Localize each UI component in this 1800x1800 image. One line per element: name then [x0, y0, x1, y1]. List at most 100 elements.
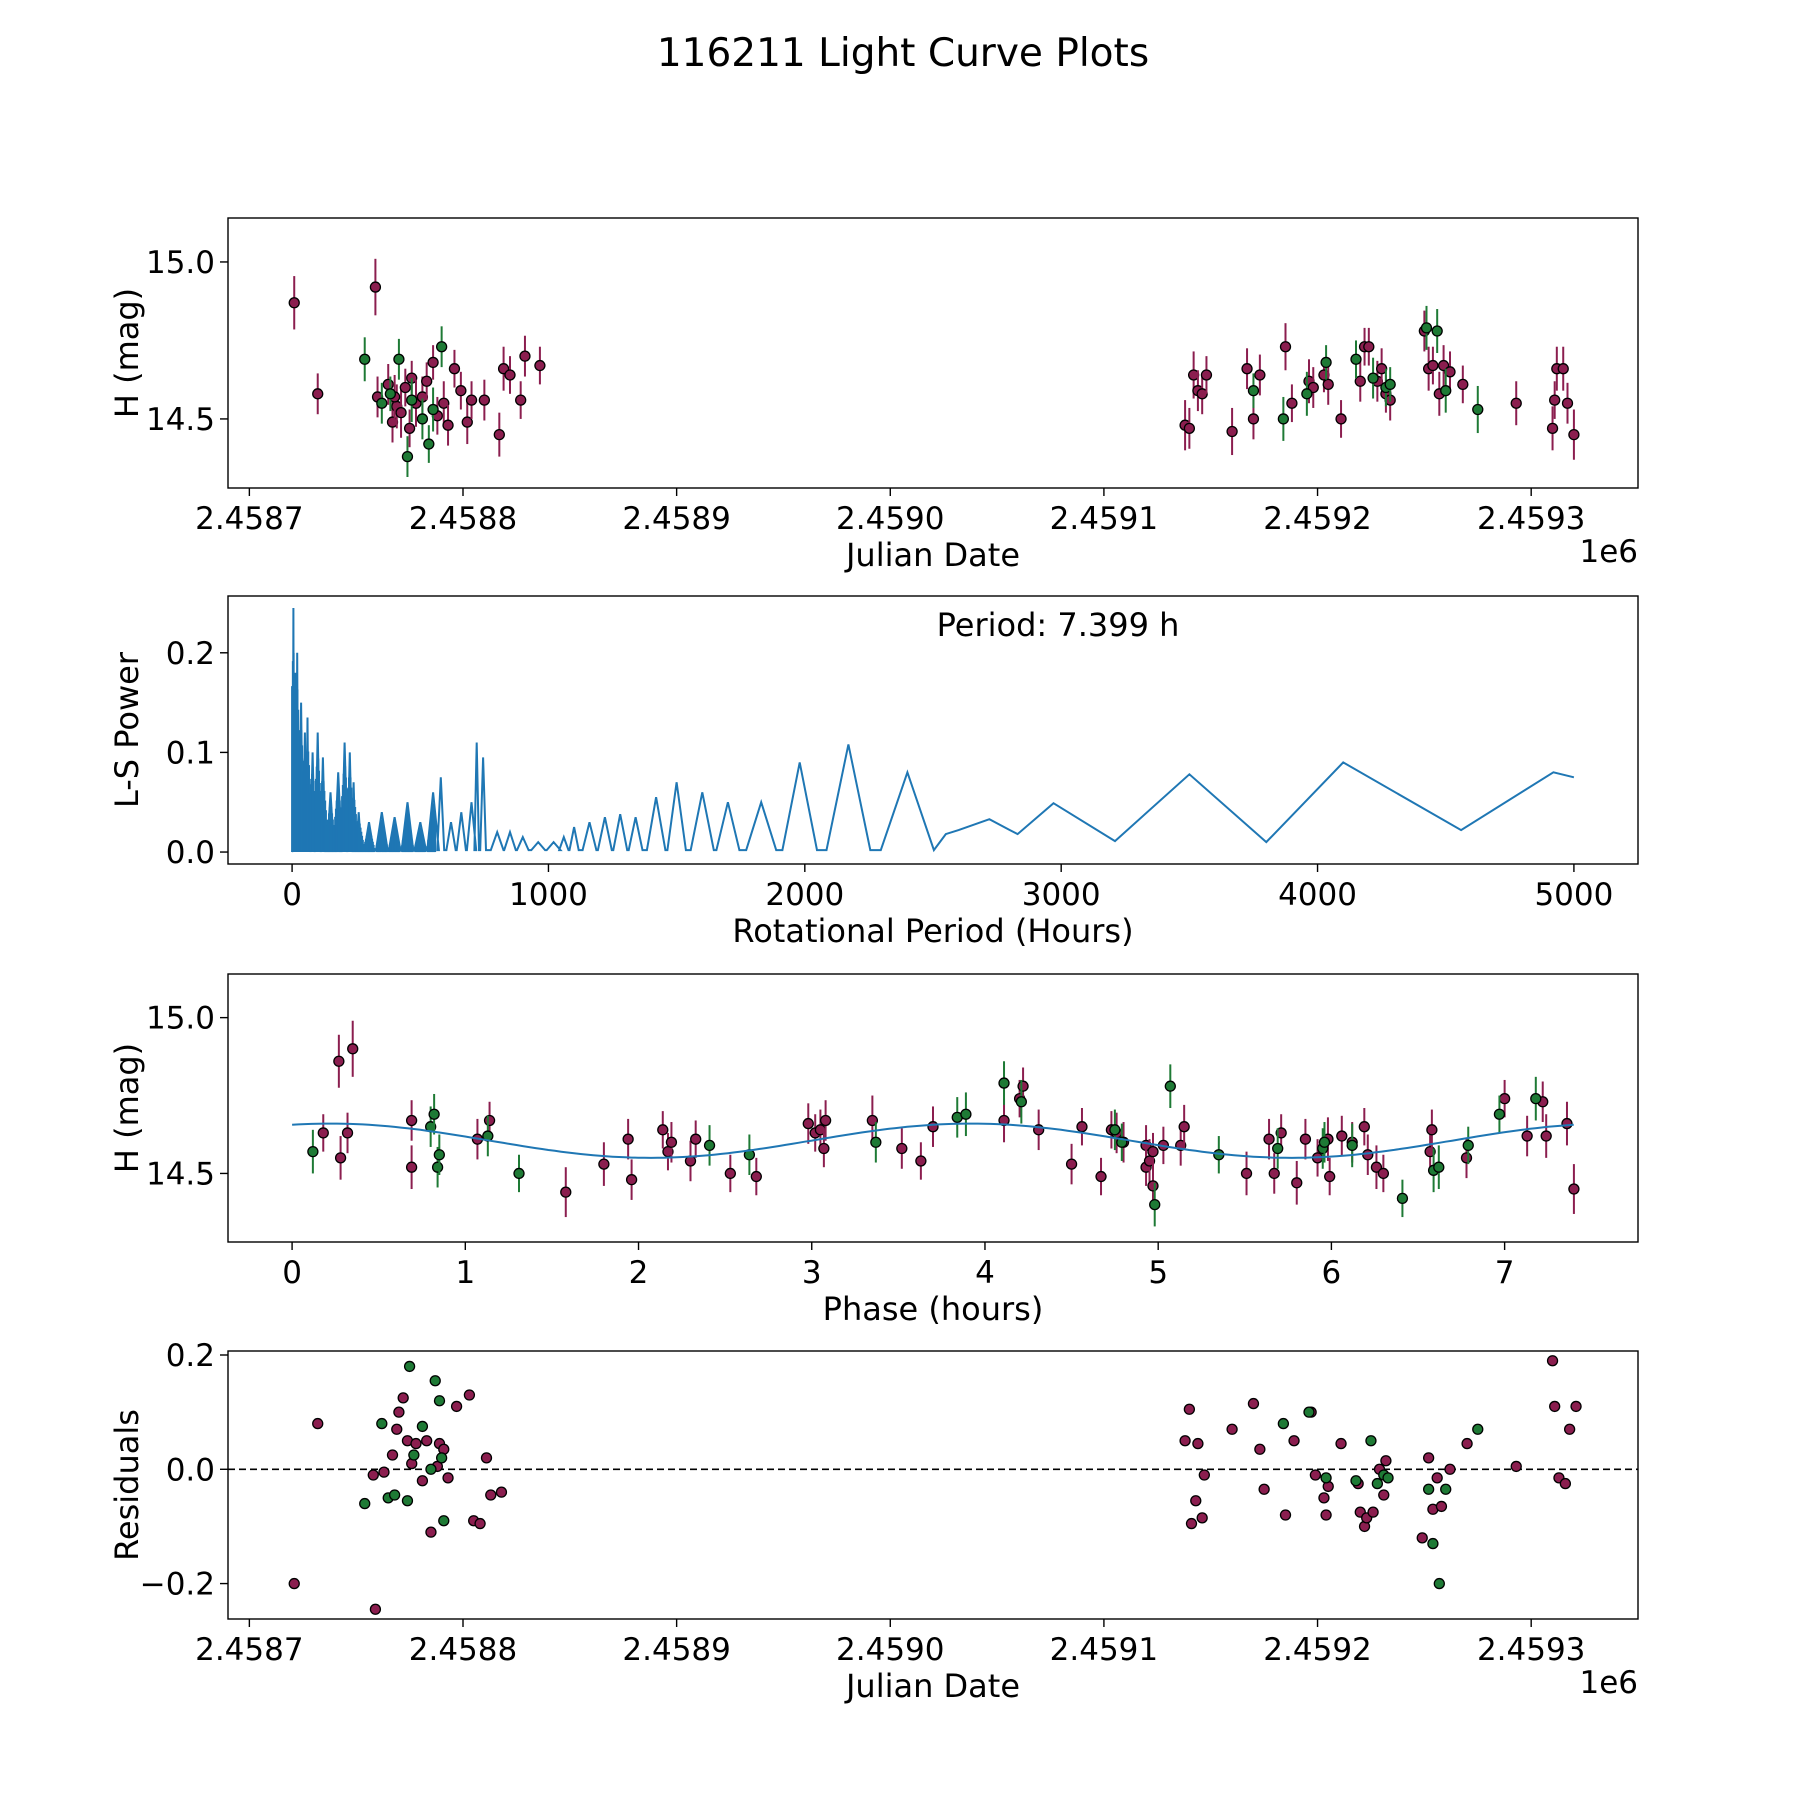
phased-point-g: [1462, 1139, 1474, 1152]
lightcurve-point-r: [288, 297, 300, 309]
lightcurve-ytick-label: 14.5: [146, 402, 215, 438]
residuals-ytick-label: 0.2: [166, 1338, 215, 1374]
residuals-point-g: [435, 1452, 448, 1464]
phased-point-g: [703, 1139, 716, 1152]
phased-point-r: [1240, 1167, 1253, 1180]
lightcurve-xtick-label: 2.4592: [1263, 501, 1371, 537]
residuals-point-g: [1382, 1472, 1394, 1484]
residuals-point-g: [1365, 1435, 1377, 1447]
phased-xlabel: Phase (hours): [823, 1290, 1044, 1328]
residuals-xlabel: Julian Date: [844, 1667, 1020, 1705]
periodogram-xtick-label: 3000: [1022, 877, 1101, 913]
phased-xtick-label: 7: [1495, 1255, 1515, 1291]
lightcurve-point-r: [427, 356, 439, 369]
phased-point-g: [1149, 1198, 1161, 1211]
phased-point-g: [433, 1149, 445, 1161]
phased-point-r: [1460, 1152, 1473, 1164]
phased-point-r: [1336, 1130, 1348, 1142]
lightcurve-point-g: [393, 353, 405, 365]
residuals-point-g: [1277, 1417, 1290, 1430]
lightcurve-point-g: [1350, 353, 1362, 365]
residuals-point-r: [410, 1437, 422, 1450]
residuals-point-r: [386, 1449, 399, 1461]
residuals-point-r: [288, 1577, 300, 1590]
lightcurve-point-r: [382, 378, 394, 391]
residuals-point-r: [1367, 1506, 1379, 1518]
lightcurve-point-r: [1546, 422, 1559, 434]
phased-point-r: [1540, 1130, 1552, 1142]
residuals-point-r: [1549, 1400, 1561, 1413]
lightcurve-point-r: [1557, 363, 1569, 375]
phased-point-r: [1147, 1145, 1159, 1158]
lightcurve-point-r: [504, 369, 516, 381]
phased-point-r: [622, 1133, 634, 1145]
lightcurve-point-r: [519, 350, 531, 362]
phased-point-r: [1362, 1149, 1374, 1161]
phased-point-r: [1498, 1093, 1511, 1105]
residuals-point-r: [393, 1406, 405, 1418]
phased-point-g: [1272, 1142, 1284, 1155]
lightcurve-point-r: [1322, 378, 1334, 391]
phased-point-g: [431, 1161, 444, 1173]
phased-point-r: [1561, 1117, 1573, 1130]
phased-point-r: [598, 1158, 610, 1170]
residuals-xtick-label: 2.4588: [409, 1632, 517, 1668]
phased-point-r: [347, 1043, 359, 1055]
lightcurve-point-r: [1427, 359, 1439, 372]
lightcurve-point-g: [1420, 322, 1433, 334]
phased-point-r: [1017, 1080, 1029, 1092]
residuals-point-r: [391, 1423, 403, 1435]
residuals-point-g: [429, 1375, 441, 1387]
residuals-point-r: [1563, 1423, 1576, 1435]
lightcurve-point-r: [1457, 378, 1469, 391]
residuals-point-r: [1288, 1435, 1300, 1447]
lightcurve-point-g: [416, 413, 429, 425]
residuals-point-g: [1440, 1483, 1452, 1495]
residuals-point-r: [1198, 1469, 1210, 1481]
lightcurve-point-g: [359, 353, 371, 365]
phased-point-r: [819, 1114, 832, 1127]
panels: 2.4587 2.4588 2.4589 2.4590 2.4591 2.4592 2.45…: [108, 217, 1639, 1705]
residuals-point-r: [369, 1603, 382, 1615]
lightcurve-point-r: [455, 385, 467, 397]
residuals-point-r: [1192, 1437, 1204, 1450]
residuals-point-r: [1183, 1403, 1196, 1415]
residuals-xtick-label: 2.4593: [1477, 1632, 1585, 1668]
residuals-point-g: [376, 1417, 388, 1430]
phased-xtick-label: 5: [1148, 1255, 1168, 1291]
lightcurve-point-r: [534, 359, 546, 372]
phased-xtick-label: 4: [975, 1255, 995, 1291]
lightcurve-point-r: [442, 419, 454, 431]
residuals-point-r: [1416, 1532, 1428, 1544]
lightcurve-xtick-label: 2.4593: [1477, 501, 1585, 537]
lightcurve-point-g: [1367, 372, 1379, 384]
lightcurve-point-r: [1200, 369, 1213, 381]
periodogram-ytick-label: 0.2: [166, 636, 215, 672]
phased-point-r: [1268, 1167, 1280, 1180]
residuals-point-g: [1303, 1406, 1315, 1418]
lightcurve-point-g: [1301, 388, 1313, 400]
figure-title: 116211 Light Curve Plots: [657, 31, 1149, 76]
lightcurve-xtick-label: 2.4590: [836, 501, 944, 537]
residuals-point-r: [1435, 1500, 1448, 1513]
lightcurve-point-g: [427, 403, 439, 416]
phased-point-g: [307, 1145, 319, 1158]
lightcurve-point-g: [1320, 356, 1332, 369]
phased-point-g: [513, 1167, 525, 1180]
residuals-point-g: [1422, 1483, 1435, 1495]
phased-point-r: [657, 1124, 669, 1136]
residuals-ytick-label: 0.0: [166, 1452, 215, 1488]
phased-point-r: [1521, 1130, 1533, 1142]
residuals-point-r: [450, 1400, 463, 1413]
lightcurve-point-g: [1431, 325, 1443, 337]
phased-model-curve: [292, 1122, 1574, 1159]
lightcurve-point-g: [1384, 378, 1396, 391]
phased-point-g: [1346, 1139, 1358, 1152]
phased-point-r: [1263, 1133, 1275, 1145]
residuals-point-g: [1320, 1472, 1332, 1484]
residuals-point-g: [425, 1463, 437, 1475]
residuals-point-r: [1431, 1472, 1443, 1484]
lightcurve-point-r: [312, 388, 324, 400]
phased-point-r: [690, 1133, 702, 1145]
lightcurve-point-r: [1335, 413, 1347, 425]
